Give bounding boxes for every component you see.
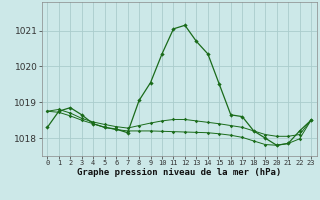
X-axis label: Graphe pression niveau de la mer (hPa): Graphe pression niveau de la mer (hPa) [77, 168, 281, 177]
